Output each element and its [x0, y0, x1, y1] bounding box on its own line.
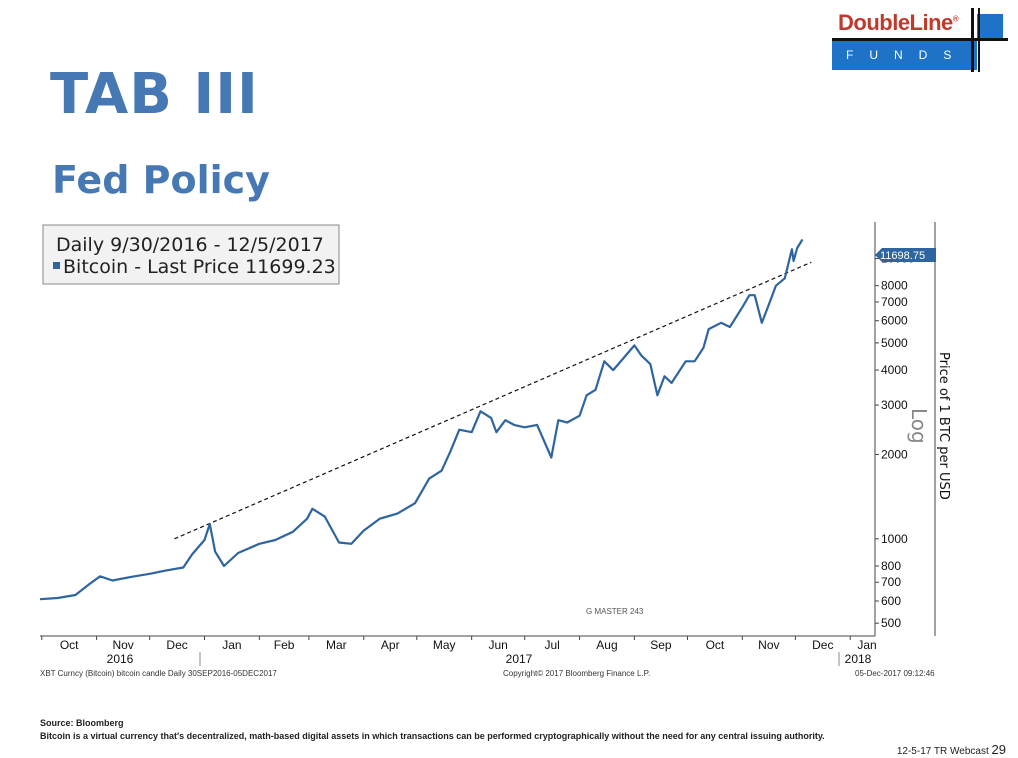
- bitcoin-price-line: [39, 238, 804, 601]
- x-month-label: Nov: [112, 638, 133, 652]
- slide-footer: 12-5-17 TR Webcast 29: [896, 742, 1006, 757]
- x-month-label: Apr: [381, 638, 400, 652]
- log-scale-label: Log: [907, 408, 931, 444]
- watermark-label: G MASTER 243: [586, 607, 644, 616]
- last-value-tag: 11698.75: [875, 248, 936, 262]
- chart-frame: [40, 222, 936, 637]
- x-month-label: Oct: [60, 638, 79, 652]
- last-value-label: 11698.75: [880, 250, 925, 262]
- x-month-label: Jan: [222, 638, 241, 652]
- x-month-label: Dec: [166, 638, 187, 652]
- y-axis-label: Price of 1 BTC per USD: [936, 352, 951, 500]
- page-number: 29: [991, 742, 1006, 757]
- y-tick-label: 5000: [881, 336, 908, 350]
- logo-funds-band: FUNDS: [832, 40, 977, 70]
- x-month-label: Sep: [650, 638, 672, 652]
- x-month-label: Nov: [758, 638, 779, 652]
- legend-series-label: Bitcoin - Last Price 11699.23: [63, 256, 336, 278]
- y-tick-label: 700: [881, 575, 901, 589]
- logo-wordmark: DoubleLine®: [838, 10, 959, 35]
- x-month-label: Jan: [857, 638, 876, 652]
- bitcoin-price-chart: 500 600 700 800 1000 2000 3000 4000 5000 6000 7000…: [39, 222, 951, 678]
- y-tick-label: 500: [881, 616, 901, 630]
- bitcoin-definition-note: Bitcoin is a virtual currency that's dec…: [40, 731, 825, 741]
- trendline: [174, 261, 812, 540]
- slide-title: TAB III: [50, 62, 259, 127]
- y-tick-label: 6000: [881, 314, 908, 328]
- y-tick-label: 800: [881, 559, 901, 573]
- x-month-label: Jul: [544, 638, 559, 652]
- y-tick-label: 8000: [881, 279, 908, 293]
- doubleline-logo: DoubleLine® FUNDS: [832, 8, 1008, 72]
- chart-footer-center: Copyright© 2017 Bloomberg Finance L.P.: [503, 669, 650, 678]
- x-month-label: Aug: [596, 638, 617, 652]
- x-month-label: Jun: [489, 638, 508, 652]
- x-month-label: May: [433, 638, 456, 652]
- logo-square: [977, 14, 1003, 40]
- y-tick-label: 7000: [881, 295, 908, 309]
- x-year-label: 2018: [845, 652, 872, 666]
- x-month-label: Dec: [812, 638, 833, 652]
- x-month-label: Feb: [274, 638, 295, 652]
- y-tick-label: 3000: [881, 398, 908, 412]
- y-tick-label: 600: [881, 594, 901, 608]
- y-tick-label: 4000: [881, 363, 908, 377]
- y-tick-label: 1000: [881, 532, 908, 546]
- x-month-label: Mar: [326, 638, 347, 652]
- legend-swatch: [53, 262, 60, 269]
- slide-subtitle: Fed Policy: [52, 158, 270, 202]
- x-month-label: Oct: [706, 638, 725, 652]
- legend-date-range: Daily 9/30/2016 - 12/5/2017: [56, 234, 324, 256]
- logo-cross-horizontal: [832, 38, 1008, 41]
- y-tick-label: 2000: [881, 447, 908, 461]
- chart-footer-left: XBT Curncy (Bitcoin) bitcoin candle Dail…: [40, 669, 277, 678]
- legend-box: Daily 9/30/2016 - 12/5/2017 Bitcoin - La…: [42, 224, 340, 285]
- chart-footer-right: 05-Dec-2017 09:12:46: [855, 669, 935, 678]
- source-note: Source: Bloomberg: [40, 718, 124, 728]
- x-year-label: 2016: [107, 652, 134, 666]
- x-year-label: 2017: [506, 652, 533, 666]
